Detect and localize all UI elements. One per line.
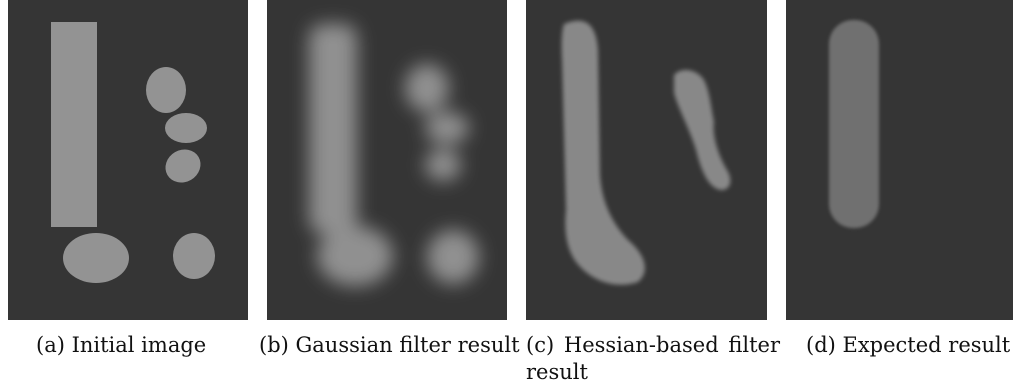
- gaussian-image: [309, 24, 479, 286]
- blob-shape: [63, 233, 129, 283]
- blob-shape: [317, 226, 393, 286]
- caption-c: (c) Hessian-based filter result: [526, 333, 780, 384]
- caption-d: (d) Expected result: [806, 333, 1011, 357]
- panel-gaussian-result: [267, 0, 507, 320]
- blob-shape: [165, 113, 207, 143]
- blob-shape: [165, 149, 201, 183]
- small-elongated-region: [674, 69, 731, 190]
- blob-shape: [146, 67, 186, 113]
- bar-shape: [51, 22, 97, 227]
- hessian-image: [561, 20, 731, 285]
- caption-b: (b) Gaussian filter result: [259, 333, 520, 357]
- blob-shape: [405, 64, 449, 112]
- expected-image: [829, 20, 879, 228]
- blob-shape: [425, 149, 461, 181]
- blob-shape: [427, 230, 479, 284]
- initial-image: [51, 22, 215, 283]
- expected-bar-shape: [829, 20, 879, 228]
- blob-shape: [173, 233, 215, 279]
- panel-hessian-result: [526, 0, 767, 320]
- panel-initial-image: [8, 0, 248, 320]
- caption-a: (a) Initial image: [36, 333, 207, 357]
- panel-expected-result: [786, 0, 1013, 320]
- elongated-region: [561, 20, 645, 285]
- blob-shape: [425, 112, 469, 144]
- bar-shape: [309, 24, 357, 234]
